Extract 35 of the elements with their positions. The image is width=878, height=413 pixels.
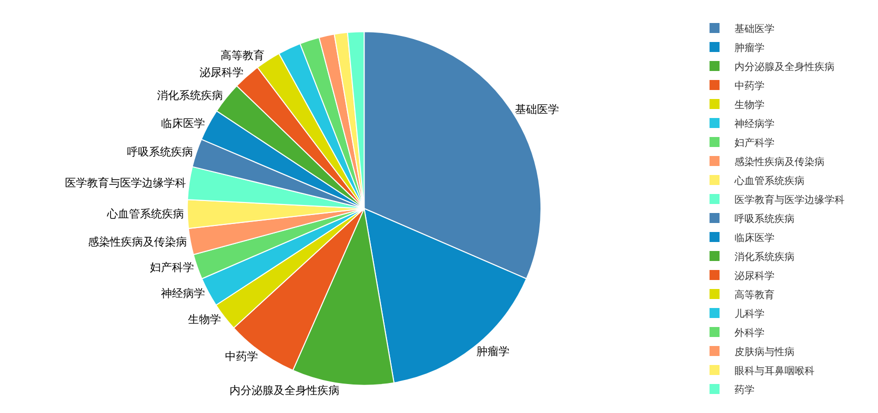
- data-label: 神经病学: [161, 287, 206, 300]
- data-label: 消化系统疾病: [156, 88, 223, 102]
- legend-label: 泌尿科学: [734, 270, 775, 282]
- legend-label: 呼吸系统疾病: [734, 212, 795, 225]
- legend-label: 感染性疾病及传染病: [734, 156, 825, 168]
- data-label: 泌尿科学: [200, 66, 244, 80]
- data-label: 肿瘤学: [476, 345, 510, 358]
- legend-label: 心血管系统疾病: [734, 174, 805, 187]
- data-label: 妇产科学: [150, 261, 194, 274]
- legend-label: 外科学: [734, 326, 765, 339]
- legend-label: 中药学: [734, 80, 765, 92]
- legend-label: 消化系统疾病: [734, 250, 795, 263]
- legend-label: 生物学: [734, 98, 765, 111]
- data-label: 感染性疾病及传染病: [88, 235, 188, 248]
- legend-label: 神经病学: [734, 118, 775, 130]
- legend-label: 基础医学: [734, 22, 775, 35]
- legend-label: 高等教育: [734, 288, 775, 301]
- data-label: 呼吸系统疾病: [127, 146, 194, 159]
- data-label: 医学教育与医学边缘学科: [64, 176, 186, 190]
- legend-label: 皮肤病与性病: [734, 346, 795, 358]
- data-label: 临床医学: [161, 116, 206, 130]
- legend-label: 内分泌腺及全身性疾病: [734, 60, 835, 73]
- data-label: 生物学: [188, 312, 222, 326]
- data-label: 心血管系统疾病: [106, 208, 184, 221]
- data-label: 内分泌腺及全身性疾病: [229, 384, 340, 397]
- legend-label: 眼科与耳鼻咽喉科: [734, 364, 815, 377]
- data-label: 高等教育: [220, 49, 265, 62]
- data-label: 基础医学: [515, 102, 560, 116]
- legend-label: 临床医学: [734, 232, 775, 244]
- legend-label: 肿瘤学: [734, 42, 765, 54]
- legend-label: 药学: [734, 384, 755, 396]
- data-label: 中药学: [224, 350, 258, 364]
- legend-label: 儿科学: [734, 308, 765, 320]
- legend-label: 妇产科学: [734, 136, 775, 149]
- legend-label: 医学教育与医学边缘学科: [734, 194, 845, 206]
